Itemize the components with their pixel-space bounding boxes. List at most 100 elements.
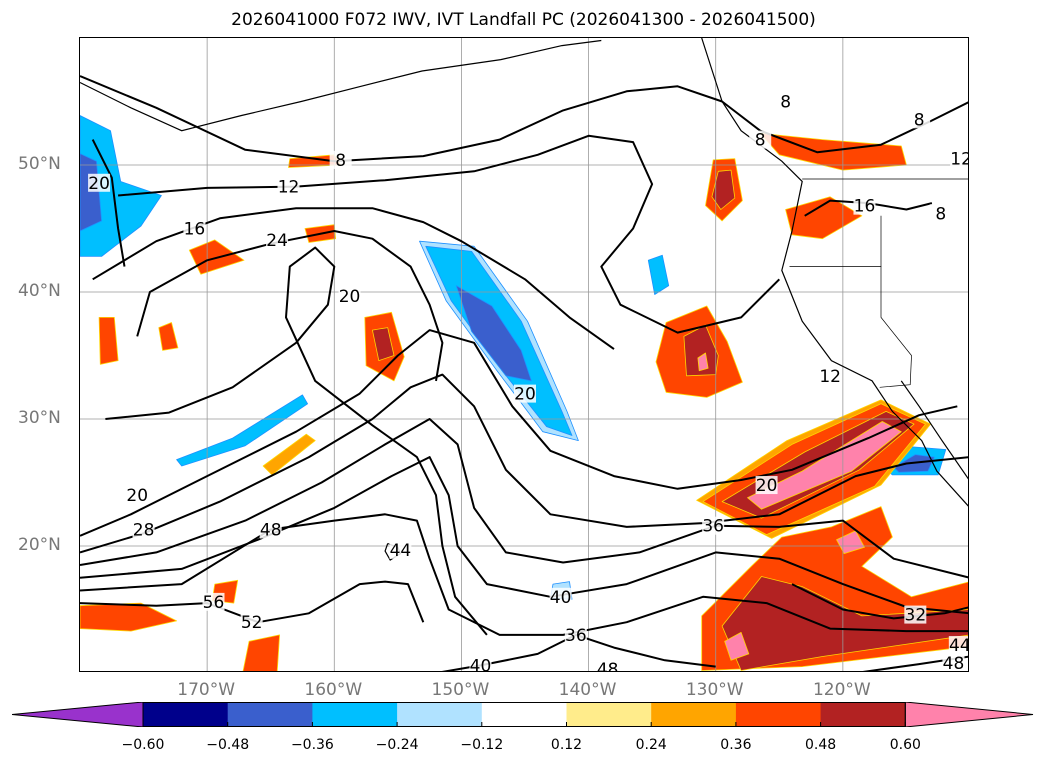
iwv-contour-36 — [80, 418, 968, 579]
coastline — [80, 39, 602, 132]
iwv-contour-20 — [91, 139, 126, 267]
iwv-contour-20 — [80, 329, 958, 537]
contour-label-bg — [755, 476, 778, 495]
colorbar-segment — [735, 702, 822, 727]
colorbar-extend-min — [12, 702, 144, 727]
contour-label: 44 — [949, 636, 969, 656]
colorbar-outline — [142, 702, 906, 727]
iwv-contour-48 — [80, 513, 968, 636]
contour-label-bg — [469, 656, 492, 671]
contour-label-bg — [549, 587, 572, 606]
contour-label: 20 — [88, 174, 110, 194]
contour-label: 16 — [184, 220, 206, 240]
iwv-contour-28 — [80, 373, 968, 554]
contour-label: 32 — [905, 606, 927, 626]
contour-label-bg — [596, 660, 619, 671]
pc-shaded-region — [242, 634, 281, 671]
contour-label: 20 — [514, 385, 536, 405]
iwv-contour-52 — [80, 580, 425, 624]
contour-label: 12 — [950, 150, 969, 170]
contour-label: 24 — [266, 231, 288, 251]
contour-label: 20 — [126, 486, 148, 506]
pc-shaded-region — [724, 632, 750, 661]
pc-shaded-region — [371, 327, 395, 362]
pc-shaded-region — [158, 322, 179, 351]
colorbar-tick-label: 0.36 — [720, 737, 752, 753]
contour-label-bg — [564, 625, 587, 644]
pc-shaded-region — [455, 285, 532, 382]
contour-label-bg — [774, 92, 797, 111]
colorbar-tick-label: 0.24 — [635, 737, 667, 753]
contour-label-bg — [202, 592, 225, 611]
iwv-contour-8 — [80, 75, 968, 163]
lat-tick-label: 30°N — [18, 408, 61, 428]
contour-label-bg — [819, 366, 842, 385]
colorbar-segment — [566, 702, 652, 727]
contour-label: 36 — [702, 517, 724, 537]
contour-label-bg — [702, 516, 725, 535]
contour-label-bg — [950, 149, 968, 168]
iwv-contour-24 — [136, 230, 444, 382]
contour-label: 48 — [260, 520, 282, 540]
contour-label-bg — [259, 520, 282, 539]
colorbar-tick-label: −0.48 — [206, 737, 250, 753]
contour-label: 20 — [339, 287, 361, 307]
pc-shaded-region — [836, 530, 865, 554]
contour-label: 56 — [203, 593, 225, 613]
colorbar-segment — [820, 702, 906, 727]
pc-shaded-region — [262, 433, 316, 476]
lon-tick-label: 130°W — [685, 680, 744, 700]
iwv-contour-12 — [118, 134, 781, 334]
pc-shaded-region — [647, 254, 670, 295]
contour-label-bg — [853, 196, 876, 215]
contour-label-bg — [126, 486, 149, 505]
colorbar-segment — [397, 702, 483, 727]
contour-label: 8 — [914, 110, 925, 130]
contour-label-bg — [749, 130, 772, 149]
coastline — [900, 380, 968, 480]
lat-tick-label: 20°N — [18, 535, 61, 555]
pc-shaded-region — [80, 602, 177, 632]
colorbar-tick-label: −0.60 — [121, 737, 165, 753]
iwv-contour-44 — [80, 456, 968, 615]
coastlines — [80, 38, 968, 561]
colorbar-tick-label: 0.12 — [550, 737, 583, 753]
contour-label-bg — [266, 230, 289, 249]
contour-label-bg — [132, 520, 155, 539]
pc-shaded-region — [176, 394, 309, 467]
lat-tick-label: 40°N — [18, 281, 61, 301]
contour-label: 48 — [943, 654, 965, 672]
contour-label: 40 — [470, 656, 492, 672]
contour-label-bg — [240, 613, 263, 632]
contour-label-bg — [183, 219, 206, 238]
colorbar-tick-label: −0.12 — [460, 737, 504, 753]
contour-label: 40 — [550, 588, 572, 608]
colorbar-tick-label: 0.60 — [889, 737, 921, 753]
contour-label-bg — [929, 204, 952, 223]
pc-shaded-region — [785, 196, 863, 240]
contour-label-bg — [948, 636, 968, 655]
contour-label-bg — [908, 110, 931, 129]
contour-label-bg — [942, 653, 965, 671]
colorbar-segment — [143, 702, 229, 727]
pc-shaded-region — [98, 316, 119, 365]
pc-shaded-region — [711, 169, 736, 210]
pc-shaded-region — [697, 352, 709, 372]
contour-label-bg — [88, 173, 111, 192]
iwv-contour-32 — [791, 583, 968, 620]
colorbar-segment — [227, 702, 313, 727]
contour-label: 8 — [335, 151, 346, 171]
pc-shaded-region — [721, 576, 968, 671]
chart-title: 2026041000 F072 IWV, IVT Landfall PC (20… — [231, 10, 816, 30]
contour-label: 20 — [756, 476, 778, 496]
contour-label: 8 — [935, 204, 946, 224]
contour-label-bg — [329, 150, 352, 169]
lon-tick-label: 120°W — [812, 680, 871, 700]
lat-tick-label: 50°N — [18, 154, 61, 174]
contour-label-bg — [338, 286, 361, 305]
colorbar-segment — [481, 702, 567, 727]
contour-label: 8 — [755, 131, 766, 151]
map-canvas: 8 12 16 24 20 20 20 20 20 28 48 56 52 44 40 36 40 48 36 32 4… — [80, 38, 969, 672]
contour-label: 48 — [597, 660, 619, 672]
colorbar-tick-label: −0.36 — [290, 737, 334, 753]
